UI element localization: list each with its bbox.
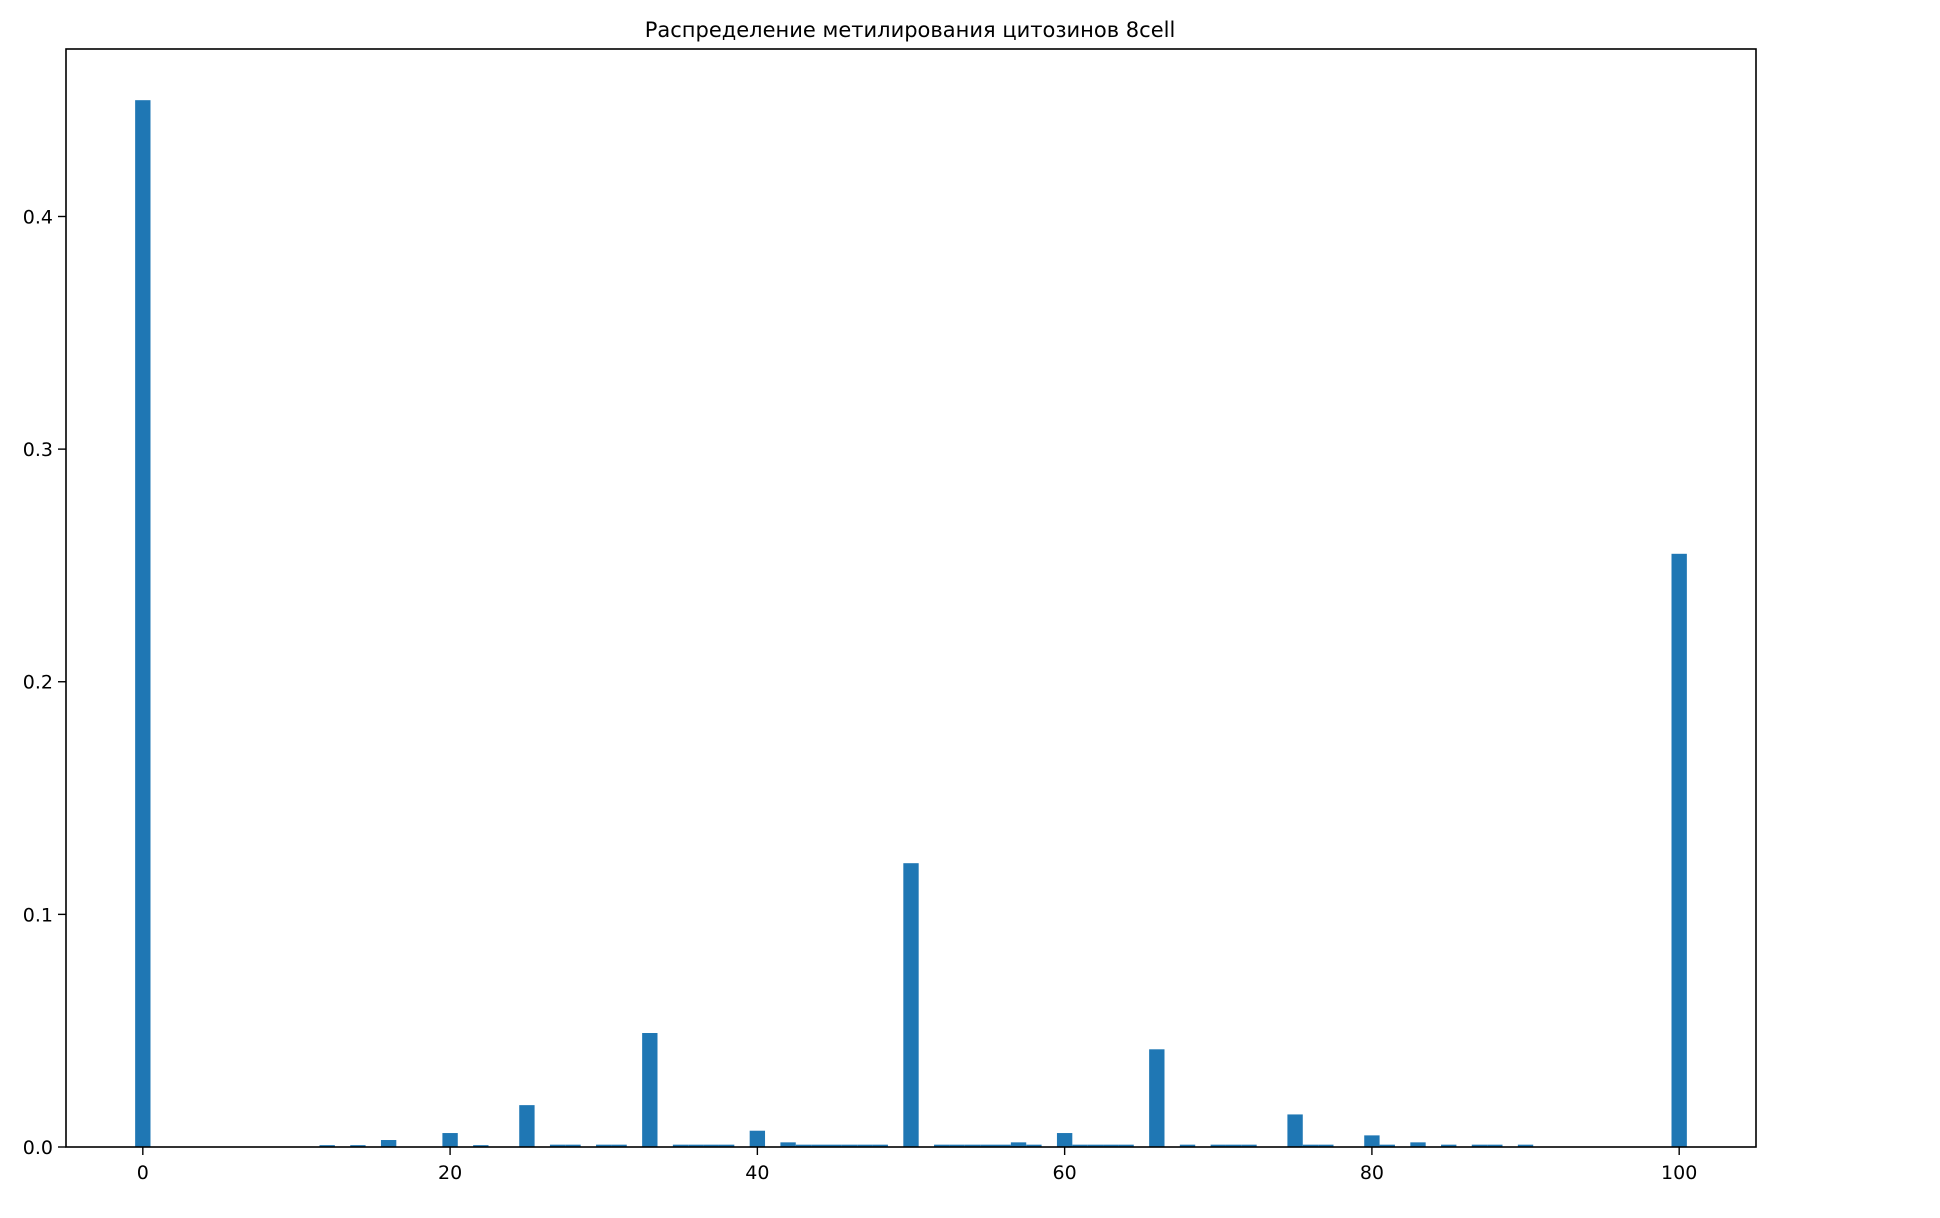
bar xyxy=(1149,1049,1165,1147)
bar xyxy=(1487,1144,1503,1147)
bar xyxy=(549,1144,566,1147)
bar xyxy=(1287,1114,1303,1147)
bar xyxy=(1225,1144,1242,1147)
y-tick-label: 0.2 xyxy=(23,672,53,694)
bar xyxy=(934,1144,950,1147)
y-tick-label: 0.1 xyxy=(23,904,53,926)
x-tick-label: 80 xyxy=(1360,1162,1384,1184)
bar xyxy=(980,1144,996,1147)
bar xyxy=(319,1145,335,1147)
bar xyxy=(1379,1144,1395,1147)
bar xyxy=(1471,1144,1488,1147)
bar xyxy=(749,1130,766,1147)
bar xyxy=(718,1144,735,1147)
bar xyxy=(1302,1144,1319,1147)
bar xyxy=(1318,1144,1334,1147)
y-tick-label: 0.4 xyxy=(23,206,53,228)
bar xyxy=(872,1144,888,1147)
x-axis: 0 20 40 60 80 100 xyxy=(137,1147,1697,1184)
bar xyxy=(780,1142,796,1147)
x-tick-label: 100 xyxy=(1661,1162,1697,1184)
y-axis: 0.0 0.1 0.2 0.3 0.4 xyxy=(23,206,66,1159)
bar xyxy=(596,1144,612,1147)
bar xyxy=(380,1140,397,1147)
bar xyxy=(672,1144,689,1147)
bar xyxy=(135,100,151,1147)
bar xyxy=(1241,1144,1257,1147)
bar xyxy=(1210,1144,1226,1147)
bar xyxy=(1179,1144,1196,1147)
bar xyxy=(1026,1144,1042,1147)
bar-series xyxy=(135,100,1687,1147)
chart-title: Распределение метилирования цитозинов 8c… xyxy=(645,18,1176,42)
bar xyxy=(1072,1144,1088,1147)
x-tick-label: 60 xyxy=(1053,1162,1077,1184)
bar xyxy=(350,1145,366,1147)
bar xyxy=(1010,1142,1027,1147)
bar xyxy=(857,1144,873,1147)
bar xyxy=(642,1033,658,1147)
bar xyxy=(611,1144,627,1147)
bar xyxy=(1441,1144,1457,1147)
bar xyxy=(841,1144,858,1147)
bar xyxy=(995,1144,1011,1147)
bar xyxy=(473,1145,489,1147)
bar xyxy=(688,1144,704,1147)
bar xyxy=(1103,1144,1119,1147)
x-tick-label: 20 xyxy=(438,1162,462,1184)
bar xyxy=(949,1144,965,1147)
x-tick-label: 0 xyxy=(137,1162,149,1184)
bar xyxy=(1087,1144,1104,1147)
bar xyxy=(1056,1133,1073,1147)
y-tick-label: 0.3 xyxy=(23,439,53,461)
bar xyxy=(795,1144,812,1147)
bar xyxy=(826,1144,842,1147)
bar xyxy=(1118,1144,1134,1147)
bar xyxy=(565,1144,581,1147)
bar xyxy=(964,1144,981,1147)
bar xyxy=(703,1144,719,1147)
bar xyxy=(811,1144,827,1147)
bar xyxy=(519,1105,535,1147)
bar xyxy=(1364,1135,1380,1147)
bar xyxy=(903,863,919,1147)
bar xyxy=(1410,1142,1426,1147)
y-tick-label: 0.0 xyxy=(23,1137,53,1159)
x-tick-label: 40 xyxy=(745,1162,769,1184)
bar xyxy=(1517,1144,1534,1147)
bar xyxy=(1671,553,1687,1147)
bar xyxy=(442,1133,458,1147)
plot-frame xyxy=(65,48,1757,1148)
